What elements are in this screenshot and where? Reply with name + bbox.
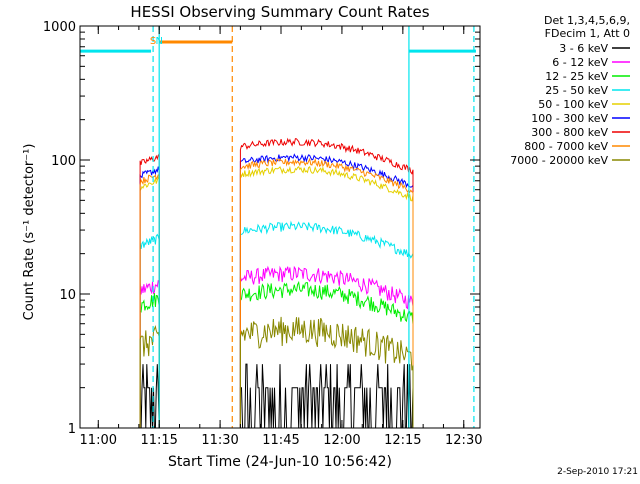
series-8-trace-1 (239, 316, 414, 428)
series-8 (139, 316, 414, 428)
x-axis-label: Start Time (24-Jun-10 10:56:42) (168, 454, 392, 470)
series-6-trace-1 (239, 137, 414, 428)
series-3 (139, 220, 414, 428)
flag-s: S (150, 36, 156, 47)
series-4-trace-1 (239, 165, 414, 428)
x-tick-label-2: 11:30 (201, 433, 238, 448)
series-2 (139, 280, 414, 428)
legend: Det 1,3,4,5,6,9,FDecim 1, Att 0 3 - 6 keV… (510, 14, 630, 167)
series-8-trace-0 (139, 325, 160, 428)
x-tick-label-5: 12:15 (384, 433, 421, 448)
series-0 (139, 363, 414, 429)
legend-label-1: 6 - 12 keV (552, 56, 608, 69)
x-tick-label-0: 11:00 (80, 433, 117, 448)
y-tick-label-3: 1000 (43, 20, 76, 35)
plot-timestamp: 2-Sep-2010 17:21 (557, 467, 638, 477)
series-0-trace-0 (139, 364, 160, 429)
series-0-trace-1 (239, 363, 414, 429)
legend-label-0: 3 - 6 keV (559, 42, 608, 55)
legend-header-0: Det 1,3,4,5,6,9, (544, 14, 630, 27)
x-tick-label-6: 12:30 (445, 433, 482, 448)
axes: 11:00 11:15 11:30 11:45 12:00 12:15 12:30 1 10 10… (43, 20, 483, 448)
legend-label-2: 12 - 25 keV (545, 70, 608, 83)
series-7-trace-1 (239, 157, 414, 428)
y-tick-label-2: 100 (51, 154, 76, 169)
series-2-trace-0 (139, 293, 160, 428)
flag-n: N (155, 36, 162, 47)
legend-label-4: 50 - 100 keV (538, 98, 608, 111)
series-5-trace-1 (239, 153, 414, 428)
series-1-trace-1 (239, 265, 414, 428)
legend-label-8: 7000 - 20000 keV (510, 154, 608, 167)
series-6 (139, 137, 414, 428)
y-tick-label-1: 10 (59, 288, 76, 303)
plot-frame (79, 25, 481, 429)
series-1-trace-0 (139, 279, 160, 428)
legend-label-3: 25 - 50 keV (545, 84, 608, 97)
legend-label-5: 100 - 300 keV (531, 112, 608, 125)
series-4-trace-0 (139, 176, 160, 428)
chart-title: HESSI Observing Summary Count Rates (130, 3, 429, 21)
legend-label-6: 300 - 800 keV (531, 126, 608, 139)
series-5 (139, 153, 414, 428)
series-4 (139, 165, 414, 428)
series-1 (139, 265, 414, 428)
series-layer (139, 137, 414, 429)
y-tick-label-0: 1 (68, 422, 76, 437)
legend-header-1: FDecim 1, Att 0 (545, 27, 630, 40)
series-6-trace-0 (139, 152, 160, 428)
series-7 (139, 157, 414, 428)
x-tick-label-3: 11:45 (262, 433, 299, 448)
series-2-trace-1 (239, 280, 414, 428)
bar-layer (80, 40, 476, 53)
y-axis-label: Count Rate (s⁻¹ detector⁻¹) (22, 144, 37, 321)
series-7-trace-0 (139, 174, 160, 428)
y-axis-label-text: Count Rate (s⁻¹ detector⁻¹) (22, 144, 37, 321)
x-tick-label-4: 12:00 (323, 433, 360, 448)
series-5-trace-0 (139, 166, 160, 428)
series-3-trace-1 (239, 220, 414, 428)
x-tick-label-1: 11:15 (140, 433, 177, 448)
series-3-trace-0 (139, 233, 160, 428)
legend-label-7: 800 - 7000 keV (524, 140, 608, 153)
